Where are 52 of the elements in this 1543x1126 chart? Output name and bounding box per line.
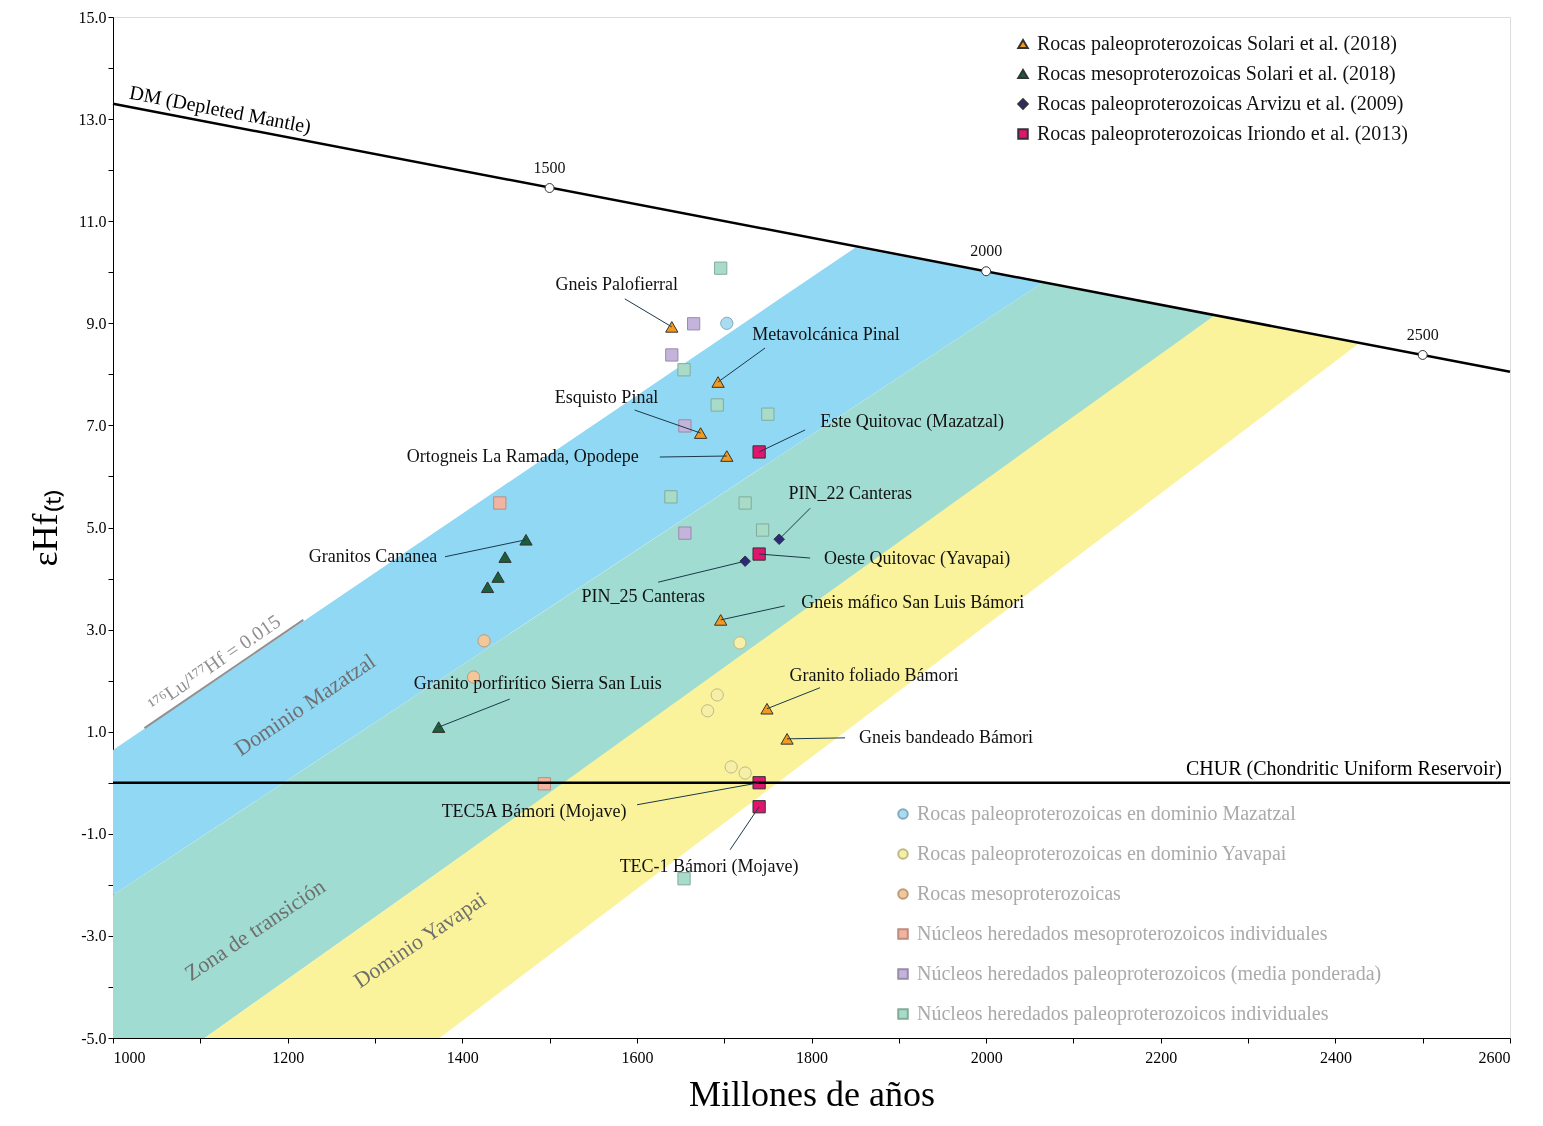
annotation: Este Quitovac (Mazatzal) xyxy=(820,410,1005,432)
annotation: Metavolcánica Pinal xyxy=(752,324,900,345)
x-tick-label: 1600 xyxy=(621,1048,654,1066)
y-tick-label: 1.0 xyxy=(86,723,107,741)
legend-label: Rocas paleoproterozoicas Arvizu et al. (2009) xyxy=(1037,92,1404,115)
x-tick-label: 1400 xyxy=(446,1048,479,1066)
y-tick-label: 15.0 xyxy=(78,8,107,26)
legend-label: Rocas mesoproterozoicas Solari et al. (2018) xyxy=(1037,62,1396,85)
y-tick-label: 9.0 xyxy=(86,314,107,332)
x-tick-label: 2200 xyxy=(1145,1048,1178,1066)
annotation: Granitos Cananea xyxy=(308,545,438,566)
annotation: 2000 xyxy=(970,242,1003,260)
y-tick-label: -3.0 xyxy=(81,927,107,945)
annotation: Ortogneis La Ramada, Opodepe xyxy=(406,446,639,467)
legend-label: Rocas paleoproterozoicas Solari et al. (2018) xyxy=(1037,32,1397,55)
annotation: Granito porfirítico Sierra San Luis xyxy=(413,673,662,694)
legend-label: Rocas paleoproterozoicas en dominio Mazatzal xyxy=(917,802,1297,825)
y-axis-title: εHf₍ₜ₎ xyxy=(24,489,65,567)
annotation: PIN_25 Canteras xyxy=(581,586,705,607)
x-tick-label: 2400 xyxy=(1319,1048,1352,1066)
x-axis-title: Millones de años xyxy=(689,1073,935,1114)
annotation: 1500 xyxy=(533,159,566,177)
annotation: PIN_22 Canteras xyxy=(788,483,912,504)
y-tick-label: 13.0 xyxy=(78,110,107,128)
legend-label: Núcleos heredados mesoproterozoicos individuales xyxy=(917,922,1328,945)
annotation: Granito foliado Bámori xyxy=(789,664,959,685)
y-tick-label: 3.0 xyxy=(86,621,107,639)
text: DM (Depleted Mantle) xyxy=(127,80,313,139)
annotation: Esquisto Pinal xyxy=(554,387,659,408)
legend-label: Rocas mesoproterozoicas xyxy=(917,882,1122,905)
annotation: Gneis bandeado Bámori xyxy=(859,726,1034,747)
x-tick-label: 1800 xyxy=(796,1048,828,1066)
legend-label: Núcleos heredados paleoproterozoicos (media ponderada) xyxy=(917,962,1382,985)
y-tick-label: 7.0 xyxy=(86,416,107,434)
y-tick-label: 11.0 xyxy=(79,212,107,230)
annotation: TEC5A Bámori (Mojave) xyxy=(441,800,627,822)
annotation: Gneis Palofierral xyxy=(555,273,679,294)
y-tick-label: 5.0 xyxy=(86,519,107,536)
x-tick-label: 1200 xyxy=(272,1048,305,1066)
legend-label: Rocas paleoproterozoicas en dominio Yavapai xyxy=(917,842,1287,865)
y-tick-label: -1.0 xyxy=(81,825,107,843)
annotation: Gneis máfico San Luis Bámori xyxy=(801,591,1025,612)
annotation: TEC-1 Bámori (Mojave) xyxy=(619,855,799,877)
x-tick-label: 2000 xyxy=(970,1048,1003,1066)
y-tick-label: -5.0 xyxy=(81,1029,107,1047)
x-tick-label: 1000 xyxy=(113,1048,146,1066)
x-tick-label: 2600 xyxy=(1478,1048,1511,1066)
annotation: Oeste Quitovac (Yavapai) xyxy=(824,548,1011,570)
ref-line-label: CHUR (Chondritic Uniform Reservoir) xyxy=(1185,756,1502,780)
annotation: 2500 xyxy=(1406,325,1439,343)
legend-label: Rocas paleoproterozoicas Iriondo et al. (2013) xyxy=(1037,122,1408,145)
legend-label: Núcleos heredados paleoproterozoicos individuales xyxy=(917,1002,1329,1025)
